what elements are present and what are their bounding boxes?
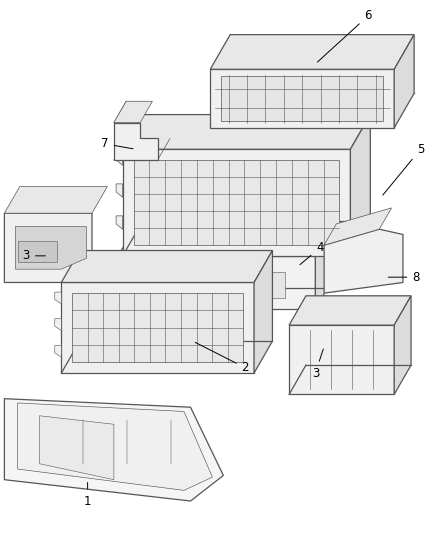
- Text: 3: 3: [312, 349, 323, 379]
- Polygon shape: [4, 213, 92, 282]
- Polygon shape: [197, 272, 232, 296]
- Text: 8: 8: [388, 271, 420, 284]
- Polygon shape: [350, 115, 370, 256]
- Polygon shape: [254, 251, 272, 373]
- Polygon shape: [55, 345, 61, 357]
- Polygon shape: [210, 69, 394, 128]
- Polygon shape: [134, 160, 339, 245]
- Text: 2: 2: [195, 342, 249, 374]
- Polygon shape: [258, 272, 285, 298]
- Polygon shape: [114, 123, 158, 160]
- Polygon shape: [61, 282, 254, 373]
- Text: 6: 6: [318, 10, 372, 62]
- Polygon shape: [289, 296, 411, 325]
- Polygon shape: [394, 296, 411, 394]
- Polygon shape: [123, 149, 350, 256]
- Polygon shape: [116, 184, 123, 197]
- Polygon shape: [61, 251, 272, 282]
- Polygon shape: [118, 235, 328, 256]
- Text: 1: 1: [84, 482, 92, 507]
- Polygon shape: [315, 235, 328, 309]
- Polygon shape: [55, 319, 61, 330]
- Polygon shape: [324, 208, 392, 245]
- Polygon shape: [4, 187, 107, 213]
- Polygon shape: [116, 216, 123, 229]
- Polygon shape: [136, 272, 166, 298]
- Polygon shape: [15, 227, 87, 269]
- Polygon shape: [289, 325, 394, 394]
- Text: 7: 7: [101, 138, 133, 150]
- Polygon shape: [394, 35, 414, 128]
- Polygon shape: [114, 101, 152, 123]
- Polygon shape: [221, 76, 383, 122]
- Polygon shape: [210, 35, 414, 69]
- Polygon shape: [118, 256, 315, 309]
- Text: 4: 4: [300, 241, 324, 265]
- Polygon shape: [4, 399, 223, 501]
- Polygon shape: [18, 241, 57, 262]
- Text: 5: 5: [383, 143, 424, 195]
- Polygon shape: [324, 229, 403, 293]
- Polygon shape: [55, 292, 61, 304]
- Polygon shape: [123, 115, 370, 149]
- Polygon shape: [116, 152, 123, 165]
- Polygon shape: [18, 403, 212, 490]
- Polygon shape: [39, 416, 114, 480]
- Polygon shape: [72, 293, 243, 362]
- Text: 3: 3: [23, 249, 46, 262]
